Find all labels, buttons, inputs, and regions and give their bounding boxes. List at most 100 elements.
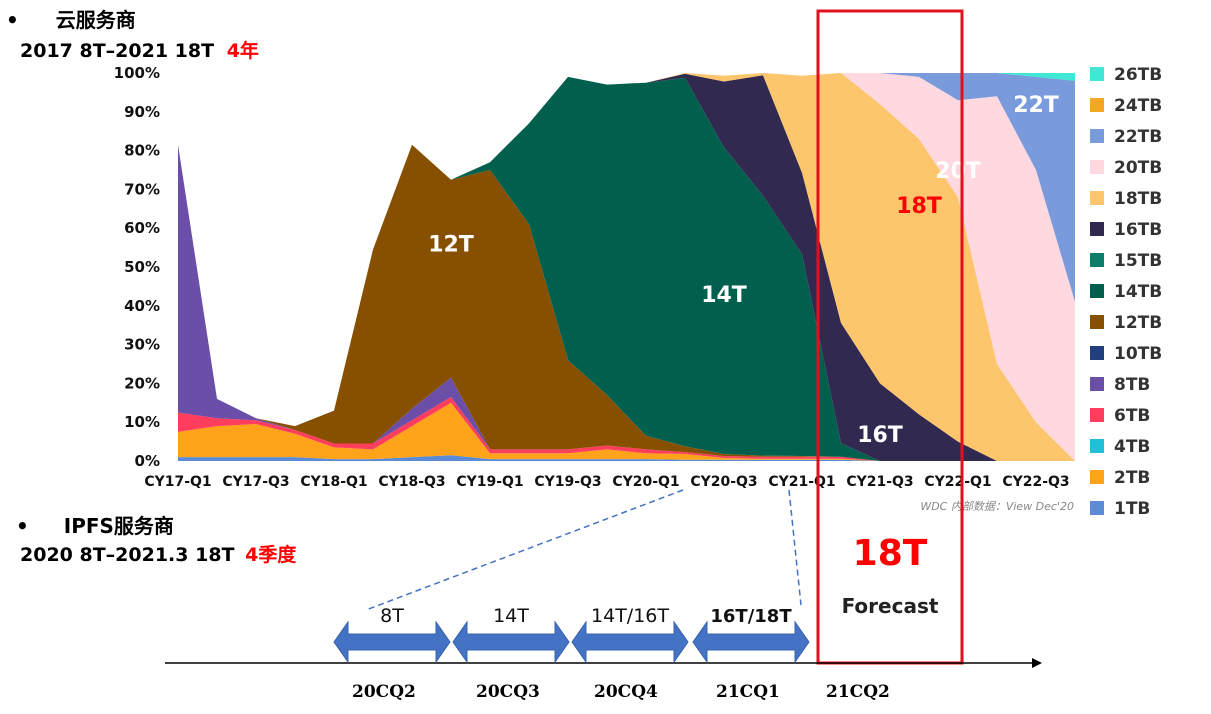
x-tick-label: CY17-Q3 bbox=[222, 474, 289, 490]
legend-swatch-4tb bbox=[1090, 439, 1104, 453]
annotation-20t: 20T bbox=[935, 159, 981, 184]
area-1tb bbox=[178, 455, 1075, 461]
bullet-1-range: 2017 8T–2021 18T bbox=[20, 40, 215, 62]
legend-label-20tb: 20TB bbox=[1114, 158, 1162, 178]
legend-label-12tb: 12TB bbox=[1114, 313, 1162, 333]
forecast-caption: Forecast bbox=[842, 594, 939, 618]
area-18tb bbox=[178, 73, 1075, 461]
quarter-label-21cq2: 21CQ2 bbox=[826, 682, 890, 702]
quarter-label-21cq1: 21CQ1 bbox=[716, 682, 780, 702]
bullet-1-range-line: 2017 8T–2021 18T 4年 bbox=[20, 36, 259, 63]
bullet-2-range: 2020 8T–2021.3 18T bbox=[20, 544, 235, 566]
y-tick-label: 70% bbox=[124, 180, 160, 198]
legend-swatch-6tb bbox=[1090, 408, 1104, 422]
double-arrow-icon bbox=[452, 620, 570, 664]
area-series-group bbox=[178, 73, 1075, 462]
x-tick-label: CY19-Q1 bbox=[456, 474, 523, 490]
legend-label-10tb: 10TB bbox=[1114, 344, 1162, 364]
bullet-dot: • bbox=[6, 8, 19, 32]
timeline-arrow-label: 14T/16T bbox=[591, 605, 669, 627]
annotation-22t: 22T bbox=[1013, 93, 1059, 118]
y-tick-label: 60% bbox=[124, 219, 160, 237]
double-arrow-icon bbox=[333, 620, 451, 664]
legend-swatch-2tb bbox=[1090, 470, 1104, 484]
legend-swatch-18tb bbox=[1090, 191, 1104, 205]
x-tick-label: CY22-Q1 bbox=[924, 474, 991, 490]
legend-label-26tb: 26TB bbox=[1114, 65, 1162, 85]
legend: 26TB 24TB 22TB 20TB 18TB 16TB 15TB 14TB 12TB 10TB… bbox=[1090, 65, 1162, 519]
quarter-label-20cq4: 20CQ4 bbox=[594, 682, 658, 702]
dashed-connector-right bbox=[788, 489, 802, 606]
y-tick-label: 80% bbox=[124, 142, 160, 160]
legend-swatch-20tb bbox=[1090, 160, 1104, 174]
annotation-8t: 8T bbox=[319, 275, 349, 300]
x-tick-label: CY20-Q1 bbox=[612, 474, 679, 490]
legend-label-2tb: 2TB bbox=[1114, 468, 1150, 488]
legend-swatch-10tb bbox=[1090, 346, 1104, 360]
legend-label-15tb: 15TB bbox=[1114, 251, 1162, 271]
x-tick-label: CY19-Q3 bbox=[534, 474, 601, 490]
double-arrow-icon bbox=[692, 620, 810, 664]
x-tick-label: CY21-Q3 bbox=[846, 474, 913, 490]
bullet-2-title: IPFS服务商 bbox=[63, 514, 174, 538]
legend-label-14tb: 14TB bbox=[1114, 282, 1162, 302]
area-16tb bbox=[178, 73, 1075, 462]
bullet-dot: • bbox=[16, 514, 29, 538]
timeline-arrow-label: 8T bbox=[380, 605, 404, 627]
area-6tb bbox=[178, 397, 1075, 461]
legend-swatch-22tb bbox=[1090, 129, 1104, 143]
legend-swatch-14tb bbox=[1090, 284, 1104, 298]
legend-label-22tb: 22TB bbox=[1114, 127, 1162, 147]
legend-swatch-26tb bbox=[1090, 67, 1104, 81]
bullet-2: • IPFS服务商 bbox=[16, 510, 174, 539]
legend-swatch-8tb bbox=[1090, 377, 1104, 391]
annotation-12t: 12T bbox=[428, 233, 474, 258]
y-tick-label: 0% bbox=[135, 452, 160, 470]
dashed-connector-left bbox=[365, 489, 684, 611]
forecast-big-label: 18T bbox=[853, 533, 928, 574]
x-tick-label: CY22-Q3 bbox=[1002, 474, 1069, 490]
legend-swatch-15tb bbox=[1090, 253, 1104, 267]
timeline-arrowhead-icon bbox=[1032, 658, 1042, 668]
legend-swatch-1tb bbox=[1090, 501, 1104, 515]
area-12tb bbox=[178, 144, 1075, 462]
legend-swatch-12tb bbox=[1090, 315, 1104, 329]
x-axis: CY17-Q1 CY17-Q3 CY18-Q1 CY18-Q3 CY19-Q1 CY19-… bbox=[144, 474, 1069, 490]
x-tick-label: CY18-Q3 bbox=[378, 474, 445, 490]
annotation-18t: 18T bbox=[896, 194, 942, 219]
source-note: WDC 内部数据：View Dec'20 bbox=[920, 500, 1074, 513]
bullet-2-range-line: 2020 8T–2021.3 18T 4季度 bbox=[20, 540, 296, 567]
y-axis: 0% 10% 20% 30% 40% 50% 60% 70% 80% 90% 100% bbox=[114, 64, 160, 470]
x-tick-label: CY20-Q3 bbox=[690, 474, 757, 490]
area-2tb bbox=[178, 402, 1075, 461]
area-20tb bbox=[178, 73, 1075, 461]
timeline-arrows: 8T 14T 14T/16T 16T/18T bbox=[333, 605, 810, 664]
timeline-arrow-label: 16T/18T bbox=[710, 606, 792, 627]
legend-label-18tb: 18TB bbox=[1114, 189, 1162, 209]
legend-label-1tb: 1TB bbox=[1114, 499, 1150, 519]
double-arrow-icon bbox=[571, 620, 689, 664]
y-tick-label: 20% bbox=[124, 374, 160, 392]
legend-swatch-24tb bbox=[1090, 98, 1104, 112]
y-tick-label: 50% bbox=[124, 258, 160, 276]
y-tick-label: 10% bbox=[124, 413, 160, 431]
legend-label-4tb: 4TB bbox=[1114, 437, 1150, 457]
x-tick-label: CY18-Q1 bbox=[300, 474, 367, 490]
annotation-14t: 14T bbox=[701, 283, 747, 308]
legend-label-16tb: 16TB bbox=[1114, 220, 1162, 240]
legend-label-24tb: 24TB bbox=[1114, 96, 1162, 116]
bullet-1: • 云服务商 bbox=[6, 4, 136, 33]
legend-label-8tb: 8TB bbox=[1114, 375, 1150, 395]
legend-label-6tb: 6TB bbox=[1114, 406, 1150, 426]
quarter-label-20cq2: 20CQ2 bbox=[352, 682, 416, 702]
timeline-arrow-label: 14T bbox=[493, 605, 529, 627]
annotation-16t: 16T bbox=[857, 423, 903, 448]
x-tick-label: CY17-Q1 bbox=[144, 474, 211, 490]
bullet-1-title: 云服务商 bbox=[55, 8, 136, 32]
chart-annotations: 8T 12T 14T 16T 18T 20T 22T bbox=[319, 93, 1059, 448]
bullet-2-span: 4季度 bbox=[245, 544, 297, 566]
x-tick-label: CY21-Q1 bbox=[768, 474, 835, 490]
bullet-1-span: 4年 bbox=[226, 40, 259, 62]
legend-swatch-16tb bbox=[1090, 222, 1104, 236]
